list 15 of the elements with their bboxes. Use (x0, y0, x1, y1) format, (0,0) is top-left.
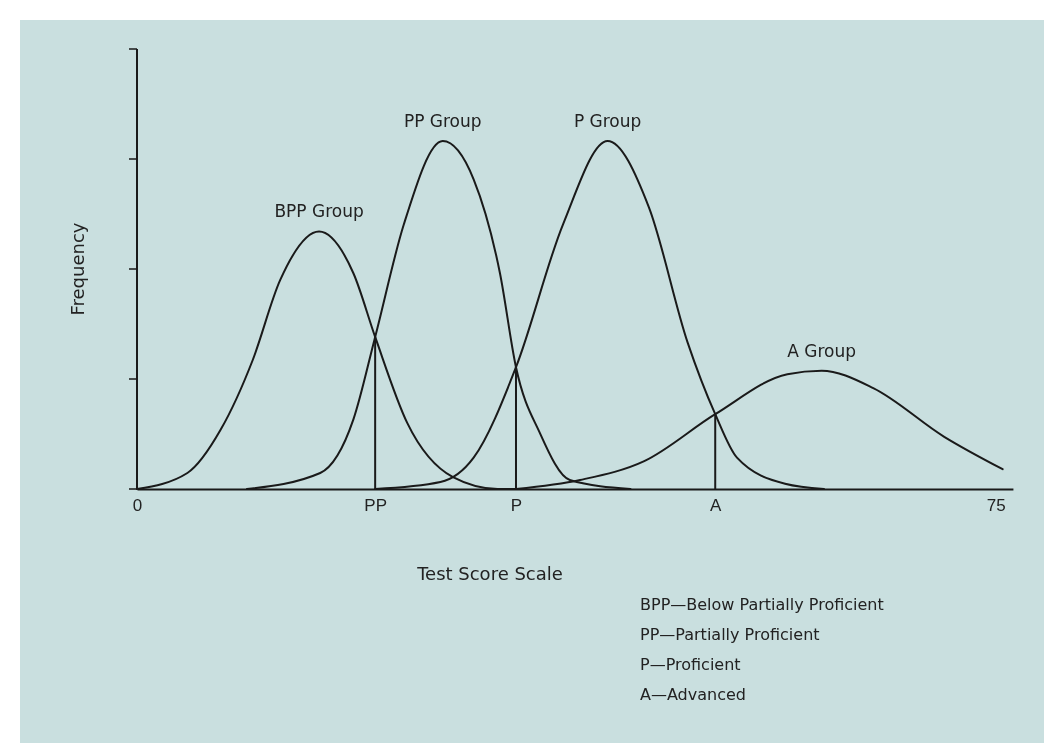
x-tick-label: 75 (986, 496, 1006, 516)
series-label: PP Group (403, 111, 482, 131)
text: P—Proficient (640, 655, 741, 674)
x-tick-label: 0 (132, 496, 143, 516)
x-tick-label: P (510, 496, 523, 516)
x-tick-label: PP (364, 496, 387, 516)
series-label: P Group (573, 111, 642, 131)
x-axis-title: Test Score Scale (416, 563, 563, 584)
text: A—Advanced (640, 685, 746, 704)
series-label: A Group (787, 340, 857, 361)
y-axis-title: Frequency (67, 222, 88, 316)
series-label: BPP Group (274, 201, 364, 222)
text: PP—Partially Proficient (640, 625, 820, 644)
text: BPP—Below Partially Proficient (640, 595, 884, 614)
x-tick-label: A (710, 496, 723, 516)
